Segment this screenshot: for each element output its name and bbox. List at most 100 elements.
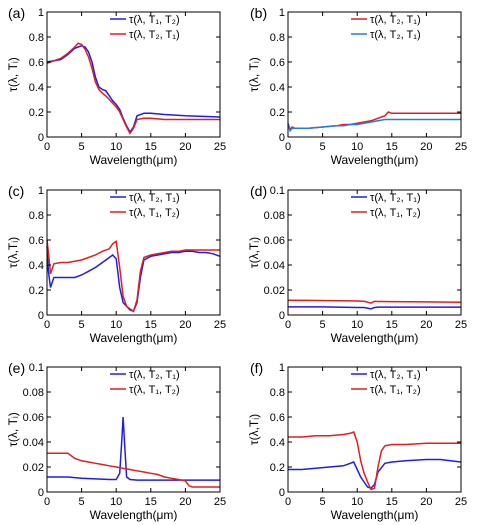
- series-line: [288, 431, 461, 491]
- x-tick-label: 10: [110, 496, 122, 508]
- x-tick-label: 20: [420, 141, 432, 153]
- y-tick-label: 0.6: [29, 235, 44, 247]
- y-tick-label: 0.6: [29, 57, 44, 69]
- y-tick-label: 0.8: [270, 387, 285, 399]
- axes-frame: [46, 366, 221, 493]
- y-tick-label: 0: [38, 132, 44, 144]
- x-tick-label: 15: [386, 496, 398, 508]
- legend-entry: τ(λ, T₂, T₁): [370, 14, 421, 26]
- x-axis-label: Wavelength(μm): [331, 508, 419, 522]
- y-tick-label: 0.04: [23, 437, 44, 449]
- x-tick-label: 25: [214, 141, 226, 153]
- chart-panel: 0 5 10 15 20 25 0 0.02 0.04 0.06 0.08 0.1 Wavelength…: [247, 183, 467, 345]
- y-tick-label: 0: [279, 310, 285, 322]
- x-tick-label: 5: [320, 141, 326, 153]
- legend-entry: τ(λ, T₁, T₂): [370, 207, 421, 219]
- axes-frame: [46, 189, 221, 316]
- y-tick-label: 0: [38, 487, 44, 499]
- y-tick-label: 1: [279, 362, 285, 374]
- y-tick-label: 0.2: [29, 107, 44, 119]
- legend-entry: τ(λ, T₂, T₁): [129, 29, 180, 41]
- y-tick-label: 0.1: [29, 362, 44, 374]
- y-axis-label: τ(λ, Tᵢ): [247, 57, 261, 92]
- x-tick-label: 20: [179, 496, 191, 508]
- axes-frame: [287, 11, 462, 138]
- x-tick-label: 15: [145, 141, 157, 153]
- y-axis-label: τ(λ, Tᵢ): [6, 412, 20, 447]
- y-tick-label: 0.8: [29, 210, 44, 222]
- legend-entry: τ(λ, T₁, T₂): [129, 384, 180, 396]
- x-tick-label: 0: [285, 319, 291, 331]
- y-tick-label: 0.2: [270, 107, 285, 119]
- y-tick-label: 0: [279, 487, 285, 499]
- series-line: [46, 45, 221, 134]
- chart-panel: 0 5 10 15 20 25 0 0.2 0.4 0.6 0.8 1 Wavelength(μm) τ(…: [247, 360, 467, 522]
- series-line: [288, 458, 462, 490]
- series-line: [287, 118, 461, 133]
- x-tick-label: 25: [214, 319, 226, 331]
- x-tick-label: 0: [285, 141, 291, 153]
- y-tick-label: 1: [38, 7, 44, 19]
- x-tick-label: 20: [179, 141, 191, 153]
- x-axis-label: Wavelength(μm): [90, 508, 178, 522]
- axes-frame: [287, 189, 462, 316]
- series-line: [288, 306, 461, 310]
- legend-entry: τ(λ, T₂, T₁): [370, 192, 421, 204]
- x-tick-label: 5: [79, 141, 85, 153]
- y-axis-label: τ(λ,Tᵢ): [247, 414, 261, 445]
- y-tick-label: 0.08: [264, 210, 285, 222]
- y-tick-label: 0.4: [270, 82, 285, 94]
- y-tick-label: 0.4: [270, 437, 285, 449]
- y-tick-label: 0.8: [270, 32, 285, 44]
- y-tick-label: 1: [279, 7, 285, 19]
- panel-label: (f): [250, 360, 263, 376]
- x-tick-label: 0: [44, 319, 50, 331]
- panel-label: (d): [250, 183, 267, 199]
- y-tick-label: 0.2: [270, 462, 285, 474]
- x-tick-label: 20: [179, 319, 191, 331]
- x-tick-label: 15: [145, 319, 157, 331]
- y-tick-label: 0.8: [29, 32, 44, 44]
- y-axis-label: τ(λ,Tᵢ): [6, 237, 20, 268]
- y-tick-label: 0.06: [23, 412, 44, 424]
- x-tick-label: 10: [351, 141, 363, 153]
- y-tick-label: 0.6: [270, 412, 285, 424]
- chart-panel: 0 5 10 15 20 25 0 0.2 0.4 0.6 0.8 1 Wavelength(μm) τ(…: [247, 5, 467, 167]
- y-tick-label: 0.1: [270, 185, 285, 197]
- x-tick-label: 20: [420, 319, 432, 331]
- x-tick-label: 25: [455, 141, 467, 153]
- x-tick-label: 0: [44, 496, 50, 508]
- y-tick-label: 1: [38, 185, 44, 197]
- x-tick-label: 15: [386, 141, 398, 153]
- x-tick-label: 5: [320, 496, 326, 508]
- y-axis-label: τ(λ, Tᵢ): [6, 57, 20, 92]
- x-tick-label: 10: [351, 496, 363, 508]
- x-tick-label: 10: [351, 319, 363, 331]
- x-axis-label: Wavelength(μm): [90, 153, 178, 167]
- series-line: [46, 239, 220, 313]
- chart-panel: 0 5 10 15 20 25 0 0.2 0.4 0.6 0.8 1 Wavelength(μm) τ(…: [6, 183, 226, 345]
- chart-panel: 0 5 10 15 20 25 0 0.02 0.04 0.06 0.08 0.1 Wavelength…: [6, 360, 226, 522]
- x-tick-label: 25: [214, 496, 226, 508]
- x-tick-label: 5: [79, 496, 85, 508]
- panel-label: (e): [8, 360, 25, 376]
- x-axis-label: Wavelength(μm): [331, 331, 419, 345]
- legend-entry: τ(λ, T₂, T₁): [129, 369, 180, 381]
- y-tick-label: 0.06: [264, 235, 285, 247]
- x-tick-label: 25: [455, 496, 467, 508]
- x-tick-label: 15: [145, 496, 157, 508]
- series-line: [46, 246, 221, 313]
- series-line: [47, 452, 220, 488]
- legend-entry: τ(λ, T₂, T₁): [129, 192, 180, 204]
- x-tick-label: 15: [386, 319, 398, 331]
- panel-label: (c): [8, 183, 24, 199]
- axes-frame: [287, 366, 462, 493]
- y-tick-label: 0.02: [23, 462, 44, 474]
- axes-frame: [46, 11, 221, 138]
- y-tick-label: 0.08: [23, 387, 44, 399]
- x-tick-label: 5: [320, 319, 326, 331]
- x-tick-label: 20: [420, 496, 432, 508]
- legend-entry: τ(λ, T₁, T₂): [129, 207, 180, 219]
- y-tick-label: 0.04: [264, 260, 285, 272]
